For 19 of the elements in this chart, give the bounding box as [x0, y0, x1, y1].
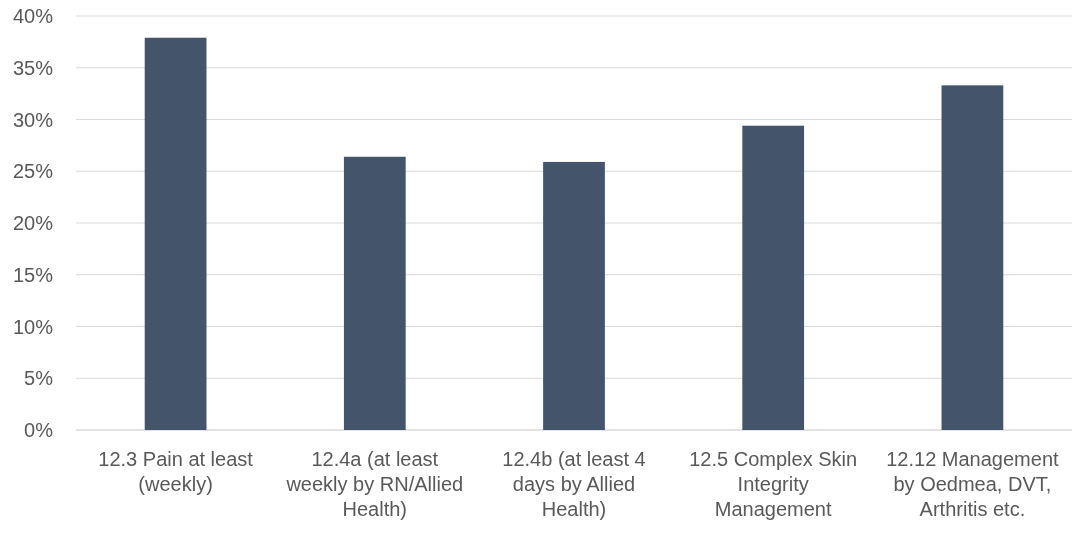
x-tick-label: 12.4b (at least 4 days by Allied Health)	[502, 448, 646, 520]
bar	[343, 156, 406, 430]
y-tick-label: 25%	[12, 160, 54, 183]
bar	[941, 85, 1004, 430]
y-tick-label: 30%	[12, 108, 54, 131]
x-tick-label: 12.3 Pain at least (weekly)	[98, 448, 254, 495]
y-tick-label: 0%	[24, 419, 54, 441]
y-tick-label: 5%	[24, 367, 54, 390]
x-tick-label: 12.12 Management by Oedmea, DVT, Arthritis etc.	[886, 448, 1060, 520]
y-tick-label: 20%	[12, 212, 54, 234]
x-tick-label: 12.5 Complex Skin Integrity Management	[689, 448, 858, 520]
bar	[742, 125, 805, 430]
y-tick-label: 10%	[12, 315, 54, 338]
x-tick-label: 12.4a (at least weekly by RN/Allied Health)	[285, 448, 464, 520]
y-tick-label: 35%	[12, 56, 54, 79]
bar	[543, 161, 605, 430]
y-tick-label: 15%	[12, 263, 54, 286]
bar	[144, 37, 207, 430]
y-tick-label: 40%	[12, 5, 54, 27]
